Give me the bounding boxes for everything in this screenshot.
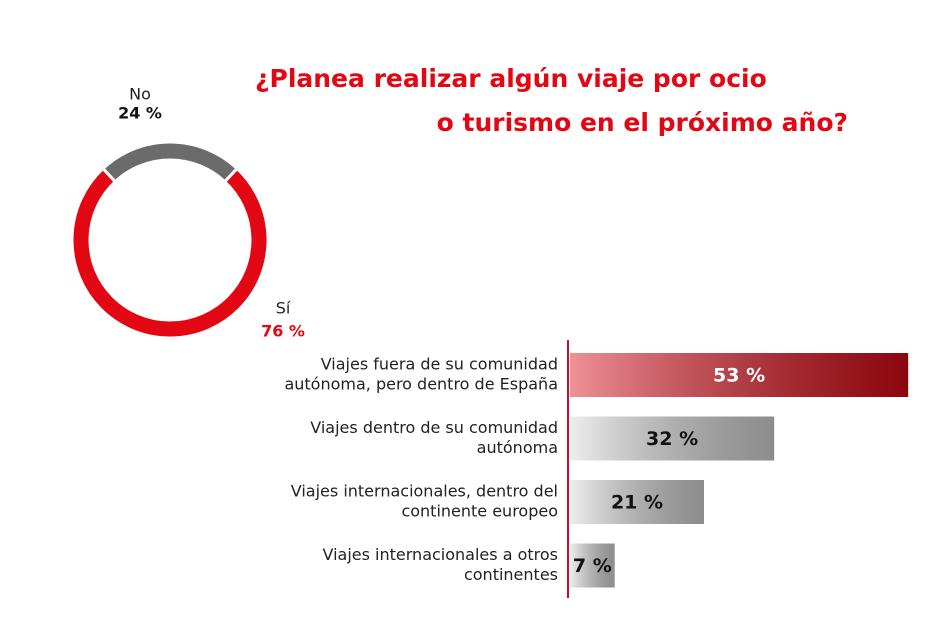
donut-segment xyxy=(70,166,270,340)
bar-category-label: autónoma xyxy=(477,438,558,457)
bar-category-label: continentes xyxy=(464,565,558,584)
bar-shade xyxy=(570,543,615,588)
segment-value-label: 76 % xyxy=(261,322,305,341)
bar-category-label: Viajes dentro de su comunidad xyxy=(310,418,558,437)
segment-label: No xyxy=(129,85,151,104)
segment-label: Sí xyxy=(276,299,291,318)
title-line: o turismo en el próximo año? xyxy=(437,108,848,137)
bar-shade xyxy=(570,480,704,524)
segment-value-label: 24 % xyxy=(118,104,162,123)
bar-category-label: autónoma, pero dentro de España xyxy=(284,375,558,394)
bar-value-label: 32 % xyxy=(646,428,698,450)
bar-category-label: Viajes internacionales a otros xyxy=(323,545,559,564)
title-line: ¿Planea realizar algún viaje por ocio xyxy=(255,64,767,93)
bar-value-label: 21 % xyxy=(611,492,663,514)
bar-category-label: Viajes fuera de su comunidad xyxy=(321,355,558,374)
bar-value-label: 53 % xyxy=(713,365,765,387)
bar-shade xyxy=(570,353,909,397)
bar-category-label: continente europeo xyxy=(401,502,558,521)
donut-segment xyxy=(100,140,240,184)
bar-shade xyxy=(570,416,775,461)
bar-category-label: Viajes internacionales, dentro del xyxy=(291,482,558,501)
bar-value-label: 7 % xyxy=(573,555,612,577)
